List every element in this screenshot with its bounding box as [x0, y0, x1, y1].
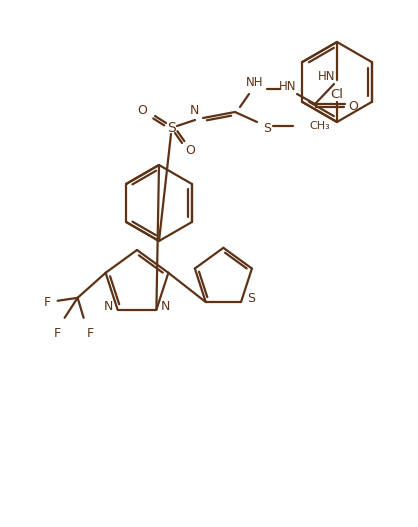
Text: O: O: [185, 144, 195, 158]
Text: CH₃: CH₃: [309, 121, 330, 131]
Text: O: O: [137, 103, 147, 116]
Text: HN: HN: [279, 81, 297, 93]
Text: F: F: [54, 327, 61, 340]
Text: N: N: [189, 103, 199, 116]
Text: HN: HN: [318, 70, 336, 83]
Text: S: S: [167, 121, 176, 135]
Text: N: N: [104, 300, 113, 313]
Text: Cl: Cl: [331, 87, 344, 101]
Text: NH: NH: [246, 75, 264, 89]
Text: F: F: [44, 296, 51, 309]
Text: O: O: [348, 100, 358, 112]
Text: N: N: [161, 300, 170, 313]
Text: S: S: [263, 122, 271, 134]
Text: S: S: [247, 291, 255, 305]
Text: F: F: [87, 327, 94, 340]
